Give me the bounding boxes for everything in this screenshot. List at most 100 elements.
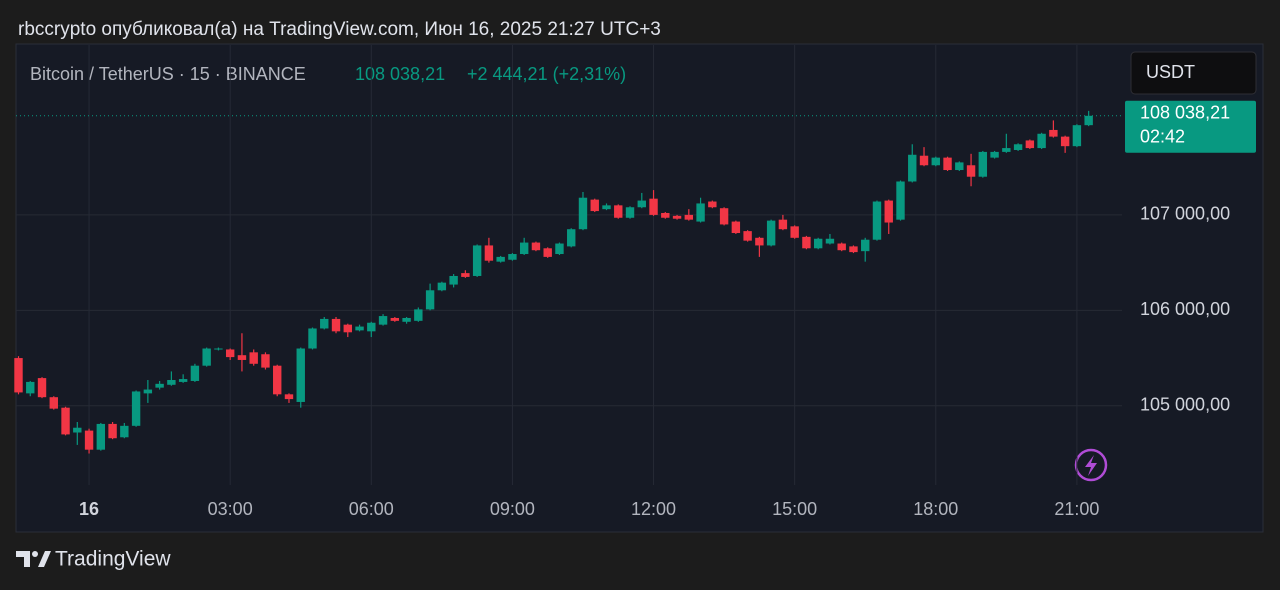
candle-body [943, 157, 952, 171]
candle-body [708, 201, 717, 208]
logo-dot [32, 551, 38, 557]
chart-panel [15, 43, 1264, 533]
candle-body [637, 200, 646, 208]
candle-body [449, 275, 458, 285]
candle-body [849, 246, 858, 253]
last-price-label: 108 038,21 [1140, 103, 1230, 123]
candle-body [437, 282, 447, 291]
candle-body [1084, 115, 1093, 126]
footer-brand: TradingView [55, 548, 171, 571]
candle-body [1037, 133, 1046, 149]
footer-logo [16, 551, 51, 567]
candle-body [261, 354, 270, 368]
candle-body [531, 242, 541, 251]
x-tick-label: 12:00 [631, 499, 676, 519]
currency-label[interactable]: USDT [1146, 62, 1195, 82]
candle-body [202, 348, 211, 366]
candle-body [343, 324, 352, 333]
logo-slash [38, 551, 51, 567]
candle-body [955, 162, 964, 171]
candle-body [872, 201, 882, 240]
candle-body [402, 317, 411, 322]
candle-body [802, 236, 811, 249]
candle-body [590, 199, 599, 212]
candle-body [978, 151, 988, 177]
candle-body [273, 365, 282, 395]
x-tick-label: 06:00 [349, 499, 394, 519]
candle-body [825, 238, 835, 244]
candle-body [320, 318, 329, 329]
candle-body [49, 397, 58, 409]
symbol-info: Bitcoin / TetherUS · 15 · BINANCE [30, 64, 306, 84]
candle-body [355, 326, 364, 331]
candle-body [155, 383, 164, 388]
candle-body [178, 379, 188, 382]
candle-body [190, 365, 200, 381]
candle-body [484, 245, 494, 261]
candle-body [1072, 125, 1082, 147]
candle-body [96, 423, 106, 450]
x-tick-label: 09:00 [490, 499, 535, 519]
logo-mark [16, 551, 30, 567]
alert-bolt[interactable] [1085, 455, 1097, 476]
candle-body [766, 220, 776, 246]
candle-body [649, 198, 658, 215]
y-tick-label: 105 000,00 [1140, 395, 1230, 415]
candle-body [425, 290, 435, 310]
candle-body [61, 407, 70, 435]
candle-body [143, 389, 153, 394]
candle-body [26, 381, 35, 394]
y-tick-label: 106 000,00 [1140, 299, 1230, 319]
legend-change: +2 444,21 (+2,31%) [467, 64, 626, 84]
candle-body [508, 254, 517, 260]
candle-body [719, 208, 729, 225]
candle-body [743, 231, 752, 241]
candle-body [990, 151, 999, 158]
candle-body [578, 197, 588, 230]
candle-body [390, 317, 400, 321]
candle-body [884, 200, 893, 223]
candle-body [543, 248, 552, 257]
x-tick-label: 03:00 [208, 499, 253, 519]
publish-info: rbccrypto опубликовал(а) на TradingView.… [18, 19, 661, 40]
candle-body [896, 181, 905, 220]
alert-ring[interactable] [1074, 448, 1108, 482]
candle-body [367, 322, 376, 332]
candle-body [461, 273, 470, 277]
candle-body [308, 328, 317, 349]
candle-body [625, 207, 635, 218]
countdown-label: 02:42 [1140, 127, 1185, 147]
currency-button[interactable] [1130, 51, 1257, 95]
candle-body [661, 212, 670, 218]
plot: 105 000,00 106 000,00 107 000,00 16 03:00 06:… [14, 45, 1256, 519]
legend-price: 108 038,21 [355, 64, 445, 84]
candle-body [167, 380, 176, 385]
candle-body [331, 318, 341, 332]
x-tick-label: 15:00 [772, 499, 817, 519]
x-tick-label: 18:00 [913, 499, 958, 519]
candle-body [1025, 140, 1035, 149]
candle-body [249, 352, 258, 364]
candle-body [296, 348, 305, 402]
candle-body [1002, 148, 1011, 152]
candle-body [14, 358, 23, 393]
alert-icon[interactable] [1074, 448, 1108, 482]
candle-body [1049, 129, 1058, 137]
candle-body [614, 205, 623, 218]
candle-body [108, 423, 117, 439]
last-price-box [1125, 100, 1256, 153]
candle-body [755, 237, 764, 246]
candle-body [378, 316, 388, 325]
candle-body [696, 203, 705, 222]
x-tick-label: 16 [79, 499, 99, 519]
candle-body [672, 215, 682, 219]
candle-body [731, 221, 741, 234]
candle-body [225, 349, 235, 358]
candle-body [496, 256, 505, 262]
candle-body [813, 238, 823, 249]
candle-body [284, 394, 294, 400]
candle-body [73, 427, 82, 433]
candle-body [519, 242, 529, 255]
candle-body [567, 229, 576, 247]
